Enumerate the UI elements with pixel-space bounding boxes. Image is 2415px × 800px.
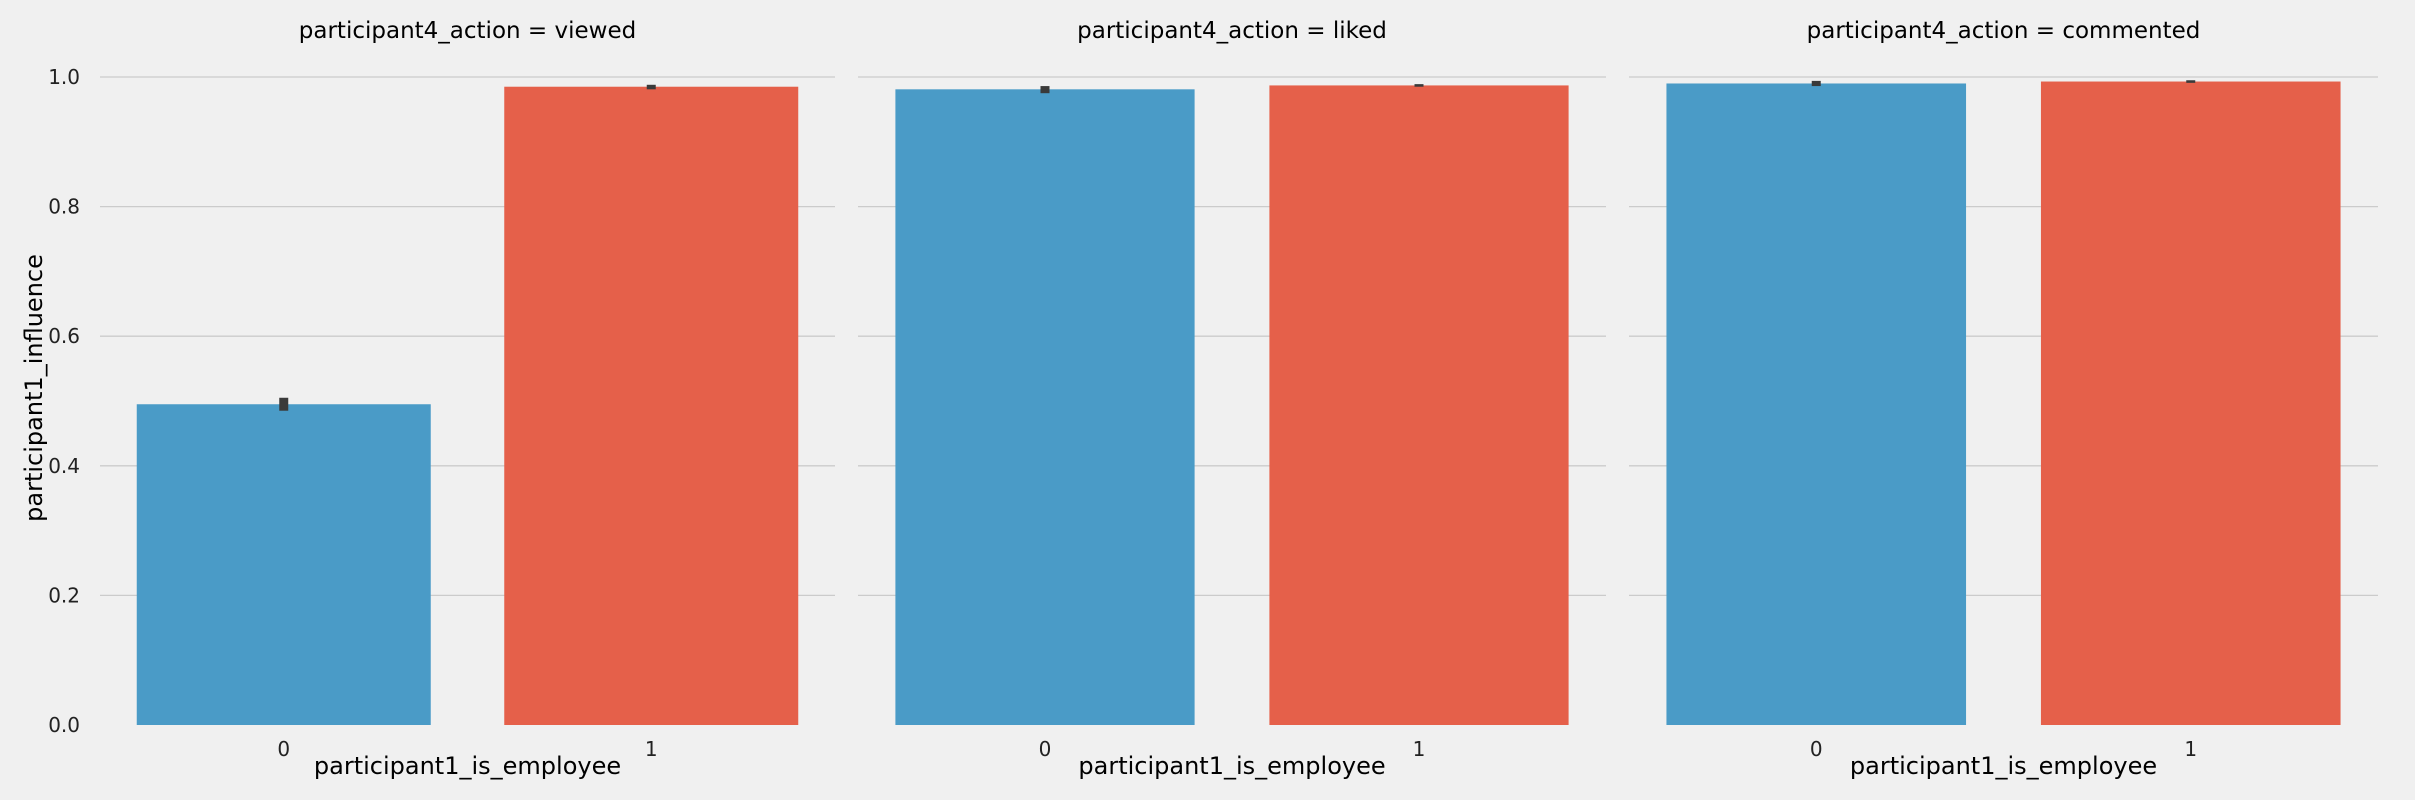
bar	[1269, 85, 1569, 725]
y-axis-label: participant1_influence	[20, 254, 48, 522]
panel-title: participant4_action = commented	[1807, 18, 2201, 44]
bar	[895, 89, 1195, 725]
text-layer: 0.0 0.2 0.4 0.6 0.8 1.0 participant4_action = …	[48, 18, 2200, 780]
y-tick-label: 0.0	[48, 713, 80, 737]
x-axis-label: participant1_is_employee	[1850, 752, 2157, 780]
bar	[2040, 81, 2341, 725]
x-axis-label: participant1_is_employee	[314, 752, 621, 780]
x-tick-label: 1	[2184, 737, 2197, 761]
y-tick-label: 0.2	[48, 583, 80, 607]
grid-layer	[100, 76, 2378, 597]
x-tick-label: 0	[1039, 737, 1052, 761]
y-tick-label: 1.0	[48, 65, 80, 89]
bar	[136, 404, 431, 725]
x-tick-label: 0	[1810, 737, 1823, 761]
x-axis-label: participant1_is_employee	[1078, 752, 1385, 780]
y-tick-label: 0.6	[48, 324, 80, 348]
bar	[504, 86, 799, 726]
panel-title: participant4_action = liked	[1077, 18, 1387, 44]
y-tick-label: 0.8	[48, 195, 80, 219]
x-tick-label: 1	[1413, 737, 1426, 761]
panel-title: participant4_action = viewed	[299, 18, 636, 44]
x-tick-label: 1	[645, 737, 658, 761]
y-tick-label: 0.4	[48, 454, 80, 478]
bar	[1666, 83, 1967, 726]
x-tick-label: 0	[277, 737, 290, 761]
bar-layer	[136, 80, 2341, 726]
